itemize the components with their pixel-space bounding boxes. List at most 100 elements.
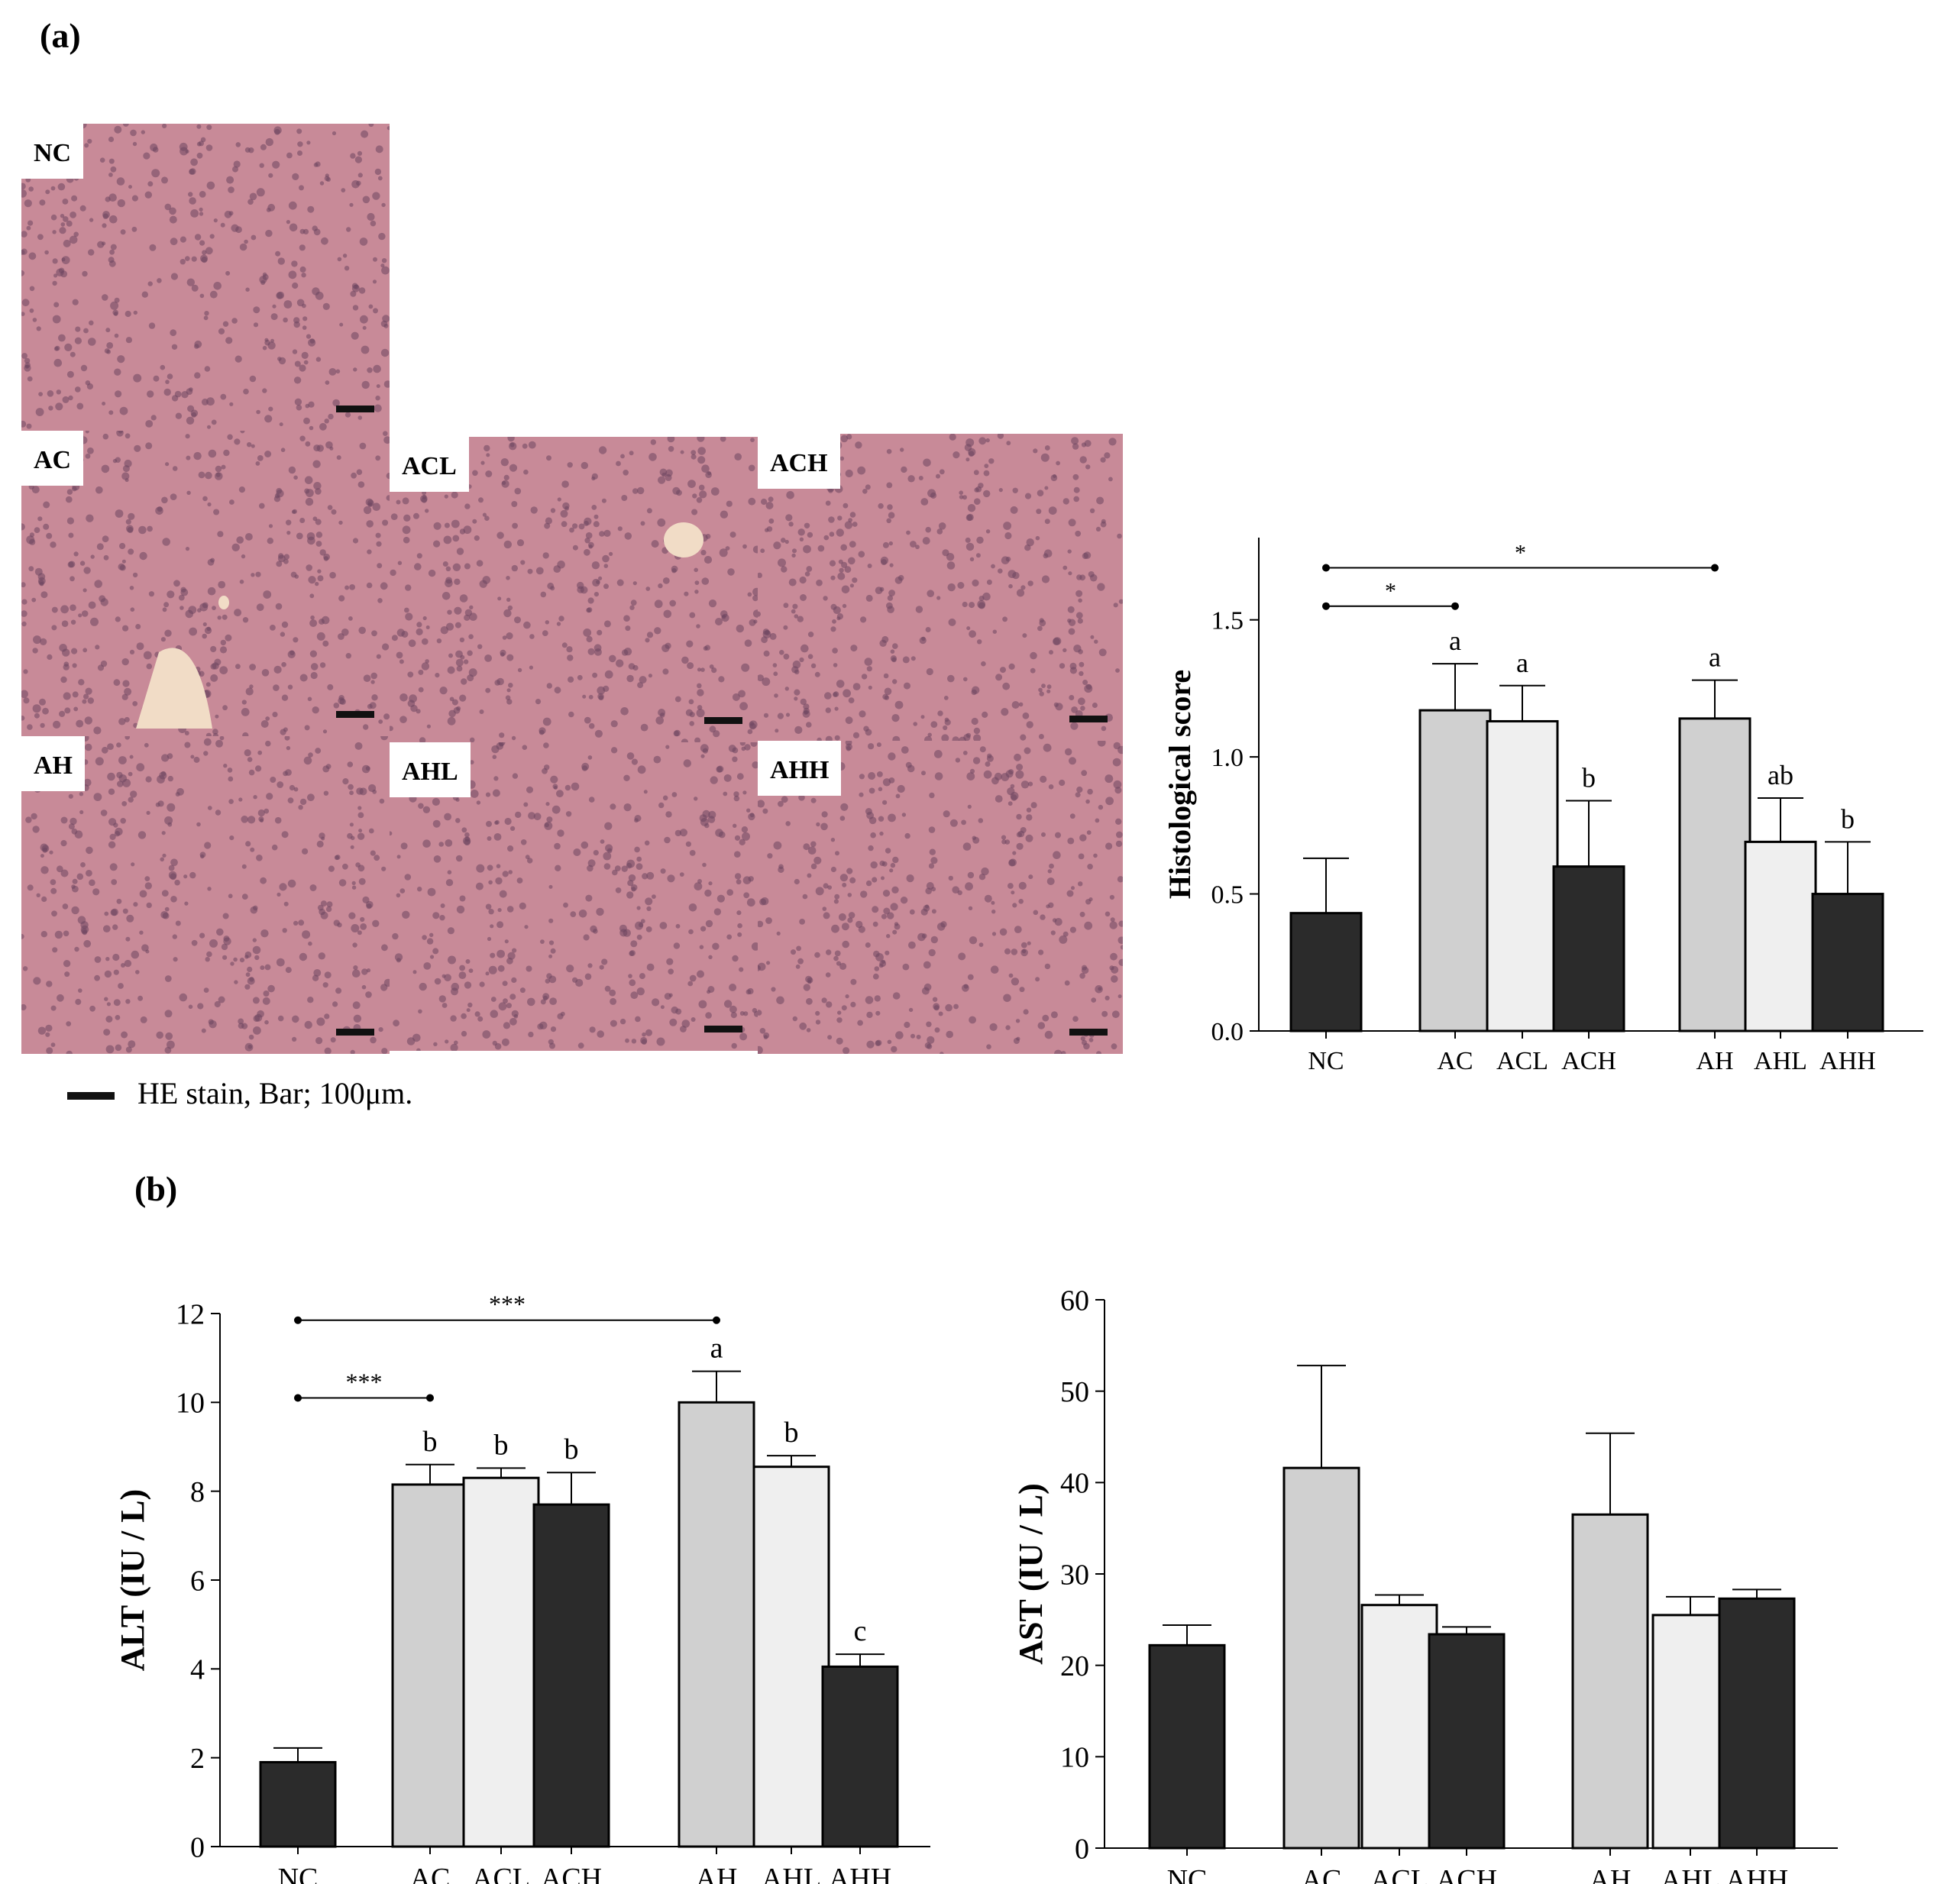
micrograph-label-ahl: AHL (390, 742, 471, 797)
x-tick-label: ACH (541, 1863, 602, 1884)
x-tick-label: ACL (1496, 1047, 1548, 1075)
y-tick-label: 0 (1075, 1833, 1089, 1865)
bar-ah (1678, 717, 1751, 1032)
micrograph-acl: ACL (390, 437, 758, 742)
x-tick-label: AC (1437, 1047, 1473, 1075)
scale-bar (704, 1026, 742, 1032)
bar-nc (1289, 912, 1363, 1032)
y-tick-label: 60 (1060, 1285, 1089, 1317)
bar-acl (462, 1476, 540, 1848)
scale-bar (336, 1029, 374, 1036)
bar-ach (532, 1503, 610, 1848)
significance-letter: b (1841, 803, 1855, 834)
micrograph-label-ach: ACH (758, 434, 840, 489)
significance-letter: ab (1768, 760, 1793, 790)
bracket-end (713, 1316, 720, 1324)
significance-stars: * (1385, 579, 1396, 604)
x-tick-label: AHL (1754, 1047, 1807, 1075)
significance-letter: a (710, 1333, 723, 1365)
significance-letter: a (1449, 625, 1461, 656)
x-tick-label: AH (1590, 1864, 1632, 1884)
bracket-end (294, 1394, 302, 1402)
panel-label-b: (b) (134, 1169, 178, 1208)
micrograph-label-ah: AH (21, 736, 85, 791)
y-tick-label: 10 (1060, 1742, 1089, 1774)
bar-ah (678, 1401, 755, 1848)
bar-ahh (1718, 1597, 1796, 1850)
x-tick-label: AH (1696, 1047, 1733, 1075)
bar-acl (1360, 1604, 1438, 1850)
significance-stars: *** (346, 1369, 383, 1396)
y-tick-label: 20 (1060, 1650, 1089, 1682)
bar-ach (1552, 865, 1625, 1032)
significance-letter: b (1582, 763, 1596, 793)
scale-bar (704, 717, 742, 724)
y-tick-label: 6 (190, 1565, 205, 1597)
scale-bar-legend-text: HE stain, Bar; 100μm. (137, 1076, 413, 1110)
significance-letter: a (1516, 648, 1528, 678)
tissue-texture (21, 431, 390, 736)
significance-letter: b (564, 1433, 579, 1466)
histological-score-chart: 0.0 0.5 1.0 1.5 Histological score NC a AC a ACL b… (1163, 538, 1923, 1075)
micrograph-label-acl: ACL (390, 437, 469, 492)
tissue-texture (390, 437, 758, 742)
scale-bar (1069, 716, 1108, 722)
significance-stars: * (1515, 540, 1526, 565)
micrograph-ah: AH (21, 736, 390, 1054)
scale-bar-legend-icon (67, 1092, 115, 1100)
x-tick-label: NC (1167, 1864, 1208, 1884)
ast-plot: 0 10 20 30 40 50 60 AST (IU / L) NC AC ACL ACH AH AHL… (1012, 1285, 1838, 1884)
y-tick-label: 4 (190, 1654, 205, 1686)
x-tick-label: AHH (1819, 1047, 1876, 1075)
bracket-end (294, 1316, 302, 1324)
ast-chart: 0 10 20 30 40 50 60 AST (IU / L) NC AC ACL ACH AH AHL… (1012, 1285, 1838, 1884)
bar-acl (1486, 719, 1559, 1032)
bracket-end (1322, 564, 1330, 572)
bar-ac (1418, 709, 1492, 1032)
micrograph-ach: ACH (758, 434, 1123, 741)
bar-ac (391, 1483, 469, 1848)
significance-stars: *** (489, 1291, 526, 1318)
bar-ahh (1811, 893, 1884, 1032)
bar-ah (1571, 1513, 1649, 1850)
y-tick-label: 10 (176, 1388, 205, 1420)
x-tick-label: ACH (1561, 1047, 1616, 1075)
x-tick-label: ACL (472, 1863, 530, 1884)
bracket-end (1322, 602, 1330, 610)
bar-ahl (1744, 840, 1817, 1032)
x-tick-label: AHH (829, 1863, 891, 1884)
micrograph-label-nc: NC (21, 124, 84, 179)
scale-bar (1069, 1029, 1108, 1036)
significance-letter: b (423, 1426, 438, 1458)
y-tick-label: 30 (1060, 1559, 1089, 1591)
y-axis-title: ALT (IU / L) (114, 1489, 151, 1671)
micrograph-ahh: AHH (758, 741, 1123, 1054)
bracket-end (426, 1394, 434, 1402)
y-tick-label: 40 (1060, 1468, 1089, 1500)
bar-ahh (821, 1665, 899, 1848)
scale-bar (336, 711, 374, 718)
y-tick-label: 2 (190, 1743, 205, 1775)
x-tick-label: ACH (1436, 1864, 1497, 1884)
y-tick-label: 1.5 (1211, 607, 1244, 635)
y-tick-label: 1.0 (1211, 744, 1244, 772)
histo-plot: 0.0 0.5 1.0 1.5 Histological score NC a AC a ACL b… (1163, 538, 1923, 1075)
micrograph-ahl: AHL (390, 742, 758, 1051)
alt-plot: 0 2 4 6 8 10 12 ALT (IU / L) NC b AC b ACL b ACH a AH b AH… (114, 1291, 930, 1884)
bar-ahl (1651, 1614, 1729, 1850)
y-tick-label: 0.5 (1211, 881, 1244, 909)
micrograph-nc: NC (21, 124, 390, 431)
x-tick-label: AHL (1661, 1864, 1720, 1884)
y-tick-label: 8 (190, 1476, 205, 1508)
x-tick-label: AC (1302, 1864, 1342, 1884)
bar-ahl (752, 1466, 830, 1848)
x-tick-label: AH (696, 1863, 738, 1884)
bar-nc (259, 1760, 337, 1848)
micrograph-ac: AC (21, 431, 390, 736)
bar-ac (1282, 1466, 1360, 1850)
y-tick-label: 0 (190, 1831, 205, 1863)
panel-label-a: (a) (40, 16, 81, 55)
significance-letter: a (1709, 642, 1721, 673)
alt-chart: 0 2 4 6 8 10 12 ALT (IU / L) NC b AC b ACL b ACH a AH b AH… (114, 1291, 930, 1884)
bracket-end (1451, 602, 1459, 610)
